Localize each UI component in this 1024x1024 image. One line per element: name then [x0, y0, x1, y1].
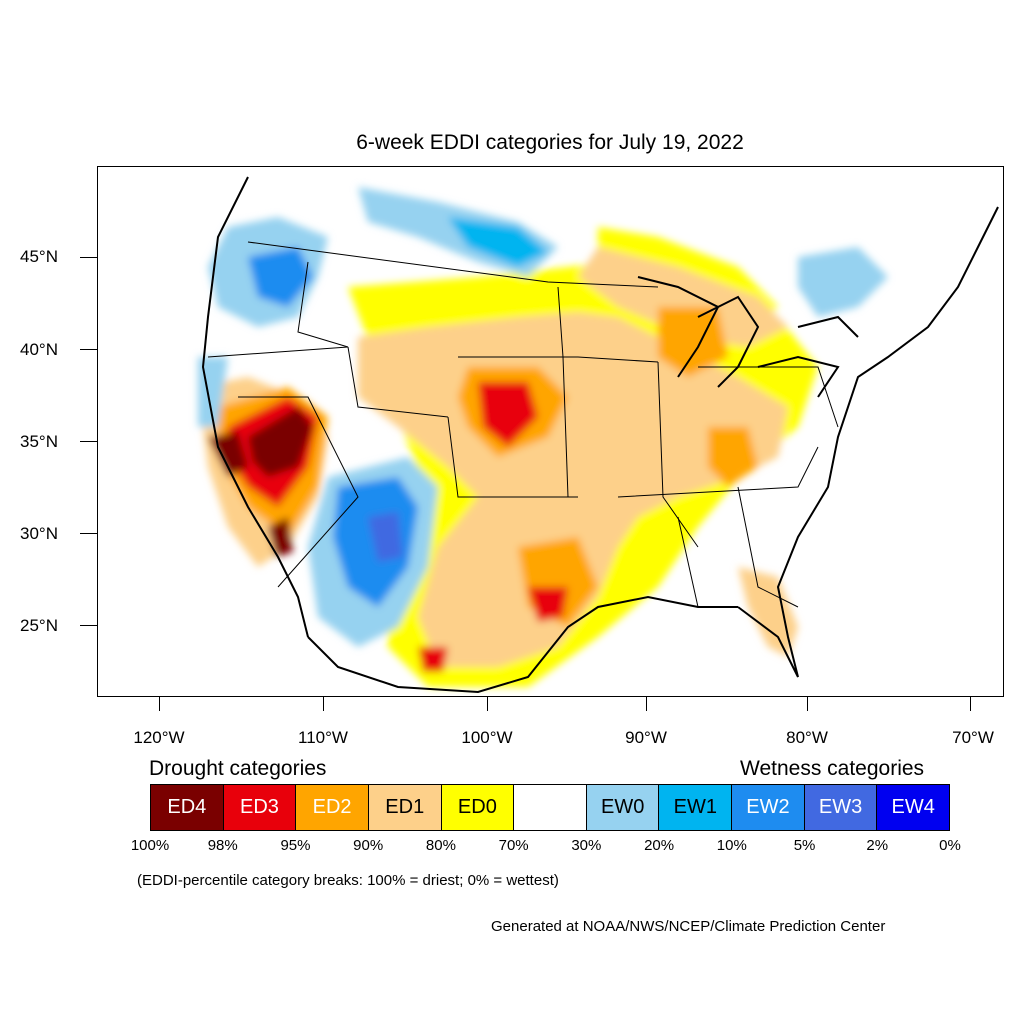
legend-swatch-ew3: EW3	[804, 785, 878, 830]
legend-swatch-ew2: EW2	[732, 785, 805, 830]
category-fill	[198, 187, 888, 687]
percentile-break-label: 98%	[207, 837, 238, 854]
lat-tick	[80, 441, 97, 442]
state-boundaries	[207, 241, 839, 608]
legend-swatch-neutral	[514, 785, 587, 830]
map-title: 6-week EDDI categories for July 19, 2022	[356, 131, 744, 154]
percentile-break-label: 90%	[353, 837, 384, 854]
drought-categories-title: Drought categories	[149, 757, 327, 780]
lon-tick	[646, 697, 647, 711]
lat-tick	[80, 625, 97, 626]
percentile-break-label: 5%	[793, 837, 816, 854]
wetness-categories-title: Wetness categories	[740, 757, 925, 780]
lon-tick	[487, 697, 488, 711]
lon-label-70: 70°W	[952, 728, 994, 747]
legend-swatch-ew1: EW1	[659, 785, 733, 830]
legend-swatch-ed3: ED3	[223, 785, 297, 830]
lon-tick	[807, 697, 808, 711]
category-legend: ED4 ED3 ED2 ED1 ED0 EW0 EW1 EW2 EW3 EW4	[150, 784, 950, 831]
lat-tick	[80, 533, 97, 534]
legend-swatch-ed1: ED1	[368, 785, 442, 830]
percentile-break-label: 80%	[425, 837, 456, 854]
lon-label-120: 120°W	[133, 728, 185, 747]
percentile-break-label: 100%	[130, 837, 170, 854]
credit-line: Generated at NOAA/NWS/NCEP/Climate Predi…	[491, 918, 886, 935]
lat-label-35: 35°N	[20, 432, 58, 451]
eddi-map	[97, 166, 1004, 697]
lat-label-40: 40°N	[20, 340, 58, 359]
percentile-break-label: 0%	[939, 837, 961, 854]
lat-tick	[80, 349, 97, 350]
category-note: (EDDI-percentile category breaks: 100% =…	[137, 872, 559, 889]
lon-label-80: 80°W	[786, 728, 828, 747]
lon-tick	[159, 697, 160, 711]
legend-swatch-ew0: EW0	[586, 785, 660, 830]
percentile-break-label: 20%	[644, 837, 675, 854]
legend-swatch-ed0: ED0	[441, 785, 515, 830]
lat-label-45: 45°N	[20, 247, 58, 266]
lon-tick	[323, 697, 324, 711]
legend-swatch-ed2: ED2	[296, 785, 369, 830]
legend-swatch-ew4: EW4	[877, 785, 950, 830]
map-canvas	[198, 176, 999, 694]
lat-label-25: 25°N	[20, 616, 58, 635]
percentile-break-label: 10%	[716, 837, 747, 854]
lon-tick	[970, 697, 971, 711]
lon-label-90: 90°W	[625, 728, 667, 747]
lon-label-110: 110°W	[298, 728, 348, 747]
legend-swatch-ed4: ED4	[151, 785, 224, 830]
percentile-break-label: 70%	[498, 837, 529, 854]
lon-label-100: 100°W	[461, 728, 513, 747]
lat-label-30: 30°N	[20, 524, 58, 543]
coastline	[201, 176, 999, 694]
percentile-break-label: 2%	[866, 837, 889, 854]
lat-tick	[80, 257, 97, 258]
percentile-break-label: 30%	[571, 837, 602, 854]
percentile-break-label: 95%	[280, 837, 311, 854]
